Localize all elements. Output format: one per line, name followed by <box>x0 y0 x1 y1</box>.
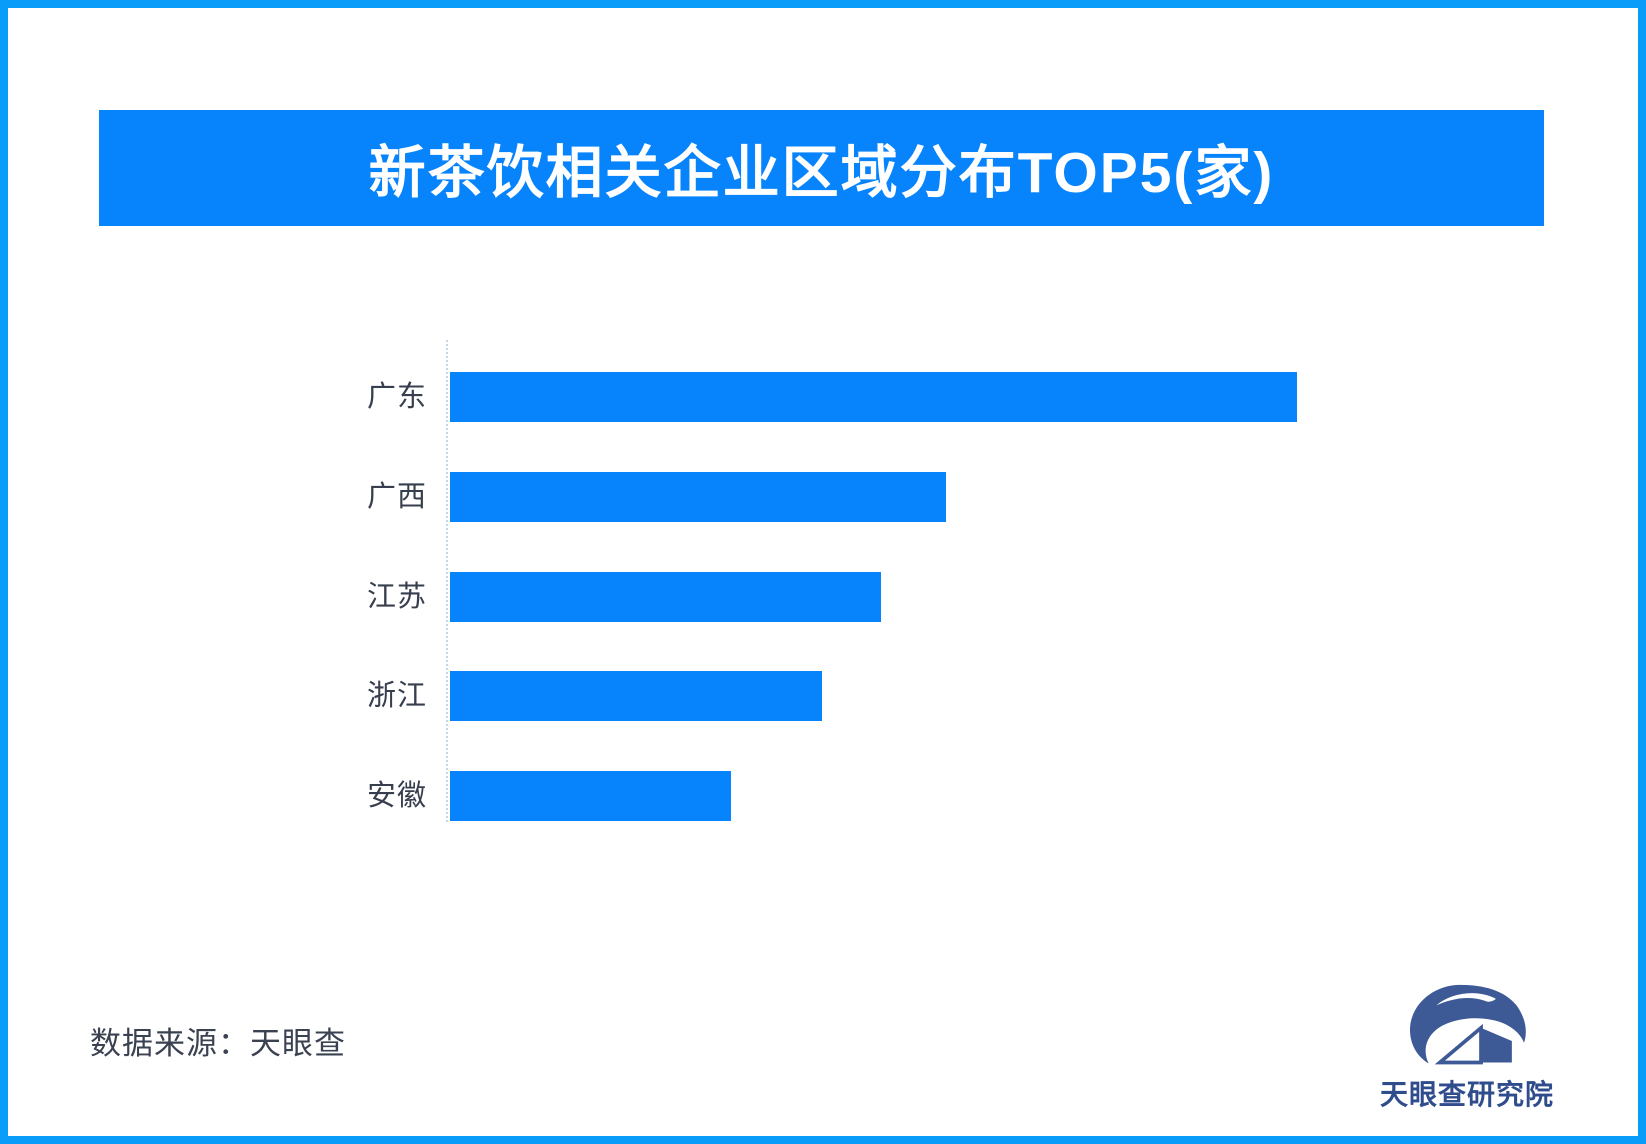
bar-label: 浙江 <box>366 680 427 713</box>
tianyancha-logo-block: 天眼查研究院 <box>1380 983 1553 1113</box>
bar <box>450 771 732 821</box>
bar <box>450 372 1297 422</box>
bar-label: 广东 <box>366 381 427 413</box>
bar-label: 安徽 <box>366 780 427 812</box>
chart-title: 新茶饮相关企业区域分布TOP5(家) <box>368 141 1275 205</box>
tianyancha-logo-text: 天眼查研究院 <box>1380 1079 1555 1110</box>
bar <box>450 671 822 722</box>
title-banner: 新茶饮相关企业区域分布TOP5(家) <box>99 110 1544 226</box>
bar-label: 江苏 <box>366 580 427 613</box>
bar <box>450 571 882 622</box>
bar <box>450 471 947 522</box>
data-source-label: 数据来源：天眼查 <box>90 1026 346 1061</box>
tianyancha-eye-logo-icon <box>1409 984 1526 1065</box>
category-axis-line <box>446 340 448 822</box>
bar-label: 广西 <box>366 480 427 513</box>
